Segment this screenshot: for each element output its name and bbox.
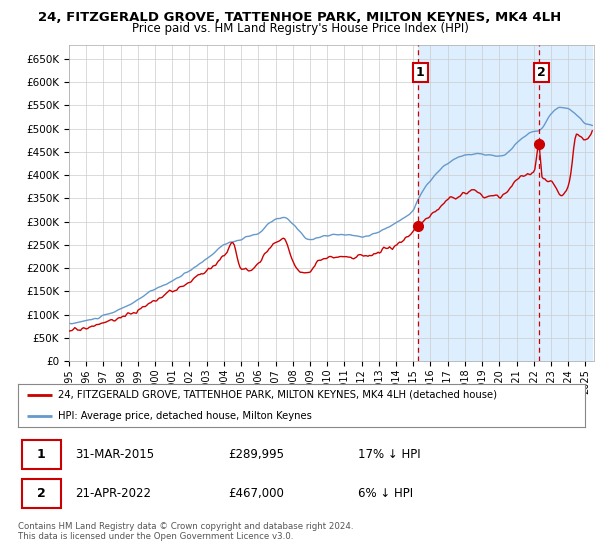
Text: 24, FITZGERALD GROVE, TATTENHOE PARK, MILTON KEYNES, MK4 4LH (detached house): 24, FITZGERALD GROVE, TATTENHOE PARK, MI…	[58, 390, 497, 399]
Text: Contains HM Land Registry data © Crown copyright and database right 2024.: Contains HM Land Registry data © Crown c…	[18, 522, 353, 531]
Text: Price paid vs. HM Land Registry's House Price Index (HPI): Price paid vs. HM Land Registry's House …	[131, 22, 469, 35]
FancyBboxPatch shape	[22, 478, 61, 508]
Text: 1: 1	[37, 448, 46, 461]
Text: 1: 1	[416, 66, 425, 79]
Text: 24, FITZGERALD GROVE, TATTENHOE PARK, MILTON KEYNES, MK4 4LH: 24, FITZGERALD GROVE, TATTENHOE PARK, MI…	[38, 11, 562, 24]
Text: 17% ↓ HPI: 17% ↓ HPI	[358, 448, 421, 461]
Text: This data is licensed under the Open Government Licence v3.0.: This data is licensed under the Open Gov…	[18, 532, 293, 541]
Text: £289,995: £289,995	[228, 448, 284, 461]
Text: 6% ↓ HPI: 6% ↓ HPI	[358, 487, 413, 500]
Text: 21-APR-2022: 21-APR-2022	[75, 487, 151, 500]
FancyBboxPatch shape	[22, 440, 61, 469]
Text: 31-MAR-2015: 31-MAR-2015	[75, 448, 154, 461]
Text: HPI: Average price, detached house, Milton Keynes: HPI: Average price, detached house, Milt…	[58, 412, 311, 421]
Text: 2: 2	[37, 487, 46, 500]
Text: £467,000: £467,000	[228, 487, 284, 500]
Text: 2: 2	[537, 66, 546, 79]
